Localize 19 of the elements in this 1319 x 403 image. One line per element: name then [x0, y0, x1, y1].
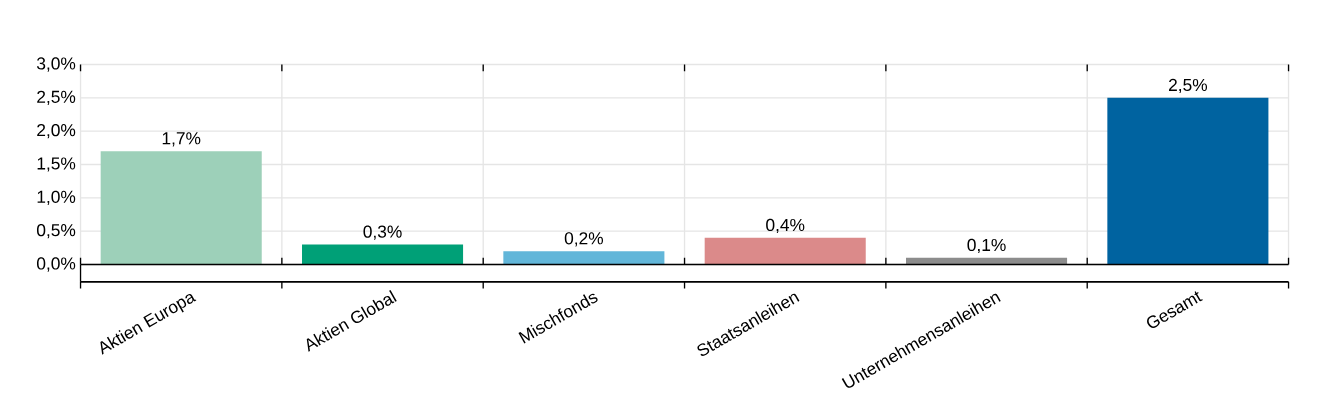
- data-label: 0,3%: [363, 225, 402, 240]
- data-label: 0,4%: [766, 218, 805, 234]
- bar: [1107, 97, 1269, 265]
- bar: [503, 251, 665, 265]
- y-tick-label: 1,0%: [37, 190, 76, 205]
- bar: [704, 237, 866, 265]
- bar: [100, 151, 262, 265]
- data-label: 0,2%: [564, 232, 604, 247]
- y-tick-label: 3,0%: [36, 57, 76, 72]
- data-label: 2,5%: [1169, 78, 1208, 94]
- y-tick-label: 1,5%: [37, 157, 76, 172]
- y-tick-label: 2,5%: [37, 90, 76, 105]
- data-label: 0,1%: [967, 238, 1006, 254]
- y-tick-label: 0,5%: [36, 224, 76, 239]
- bar: [906, 257, 1068, 265]
- bar: [302, 244, 464, 265]
- data-label: 1,7%: [162, 132, 201, 147]
- y-tick-label: 2,0%: [37, 124, 76, 139]
- y-tick-label: 0,0%: [36, 257, 76, 272]
